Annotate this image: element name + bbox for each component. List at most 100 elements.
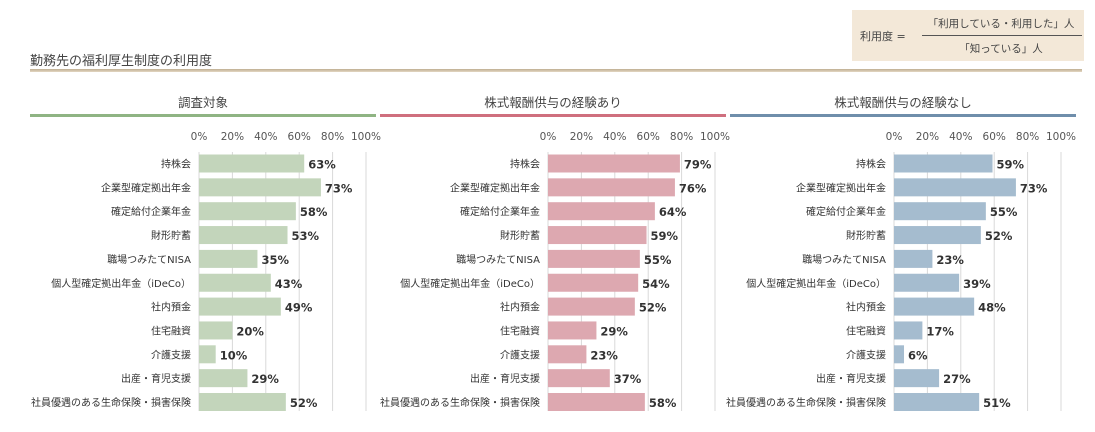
bar [199,345,216,364]
x-tick-label: 100% [351,131,381,143]
x-tick-label: 100% [700,131,730,143]
bar [548,178,675,197]
x-tick-label: 20% [221,131,244,143]
bar [548,321,597,340]
data-label: 53% [292,229,320,243]
category-label: 介護支援 [846,348,886,361]
bar [548,202,655,221]
bar [199,369,248,388]
title-rule [30,69,1082,72]
data-label: 29% [251,372,279,386]
bar [894,178,1016,197]
bar [894,154,993,173]
category-label: 企業型確定拠出年金 [796,181,886,194]
data-label: 54% [642,277,670,291]
category-label: 財形貯蓄 [151,229,191,242]
data-label: 23% [590,348,618,362]
bar [894,202,986,221]
category-label: 介護支援 [151,348,191,361]
category-label: 住宅融資 [846,324,886,337]
bar [894,226,981,245]
data-label: 59% [997,158,1025,172]
data-label: 52% [985,229,1013,243]
bar [548,345,587,364]
panel-title-rule [730,114,1076,117]
category-label: 社員優遇のある生命保険・損害保険 [380,396,540,409]
panel-title: 調査対象 [178,95,228,110]
category-label: 企業型確定拠出年金 [450,181,540,194]
data-label: 23% [936,253,964,267]
data-label: 10% [220,348,248,362]
bar [548,393,645,411]
data-label: 43% [275,277,303,291]
bar [199,154,305,173]
panel-title-rule [380,114,726,117]
x-tick-label: 60% [288,131,311,143]
bar [894,297,975,316]
data-label: 58% [300,205,328,219]
x-tick-label: 20% [916,131,939,143]
category-label: 社内預金 [846,301,886,314]
bar [894,321,923,340]
data-label: 51% [983,396,1011,410]
data-label: 27% [943,372,971,386]
bar [548,369,610,388]
bar [199,393,286,411]
category-label: 持株会 [856,158,886,171]
page-title: 勤務先の福利厚生制度の利用度 [30,54,213,69]
data-label: 39% [963,277,991,291]
data-label: 48% [978,301,1006,315]
category-label: 住宅融資 [151,324,191,337]
bar [199,297,281,316]
category-label: 確定給付企業年金 [806,205,886,218]
bar [199,321,233,340]
category-label: 社員優遇のある生命保険・損害保険 [726,396,886,409]
x-tick-label: 80% [1016,131,1039,143]
category-label: 職場つみたてNISA [107,253,191,266]
formula-lhs: 利用度 = [860,30,906,43]
x-tick-label: 80% [321,131,344,143]
panel-title: 株式報酬供与の経験あり [484,95,622,110]
x-tick-label: 0% [540,131,557,143]
category-label: 介護支援 [500,348,540,361]
data-label: 37% [614,372,642,386]
data-label: 49% [285,301,313,315]
bar [894,369,940,388]
bar [894,249,933,268]
bar [894,273,960,292]
category-label: 確定給付企業年金 [460,205,540,218]
bar [894,345,905,364]
x-tick-label: 80% [670,131,693,143]
x-tick-label: 60% [983,131,1006,143]
bar [548,273,639,292]
bar [548,249,640,268]
x-tick-label: 40% [254,131,277,143]
data-label: 58% [649,396,677,410]
formula-fraction-line [922,35,1082,36]
category-label: 個人型確定拠出年金（iDeCo） [746,277,886,290]
data-label: 76% [679,181,707,195]
x-tick-label: 40% [603,131,626,143]
category-label: 出産・育児支援 [816,372,886,385]
bar [199,226,288,245]
data-label: 63% [308,158,336,172]
category-label: 社内預金 [500,301,540,314]
bar [199,202,296,221]
data-label: 55% [644,253,672,267]
bar [894,393,980,411]
category-label: 出産・育児支援 [470,372,540,385]
data-label: 6% [908,348,928,362]
formula-numerator: 「利用している・利用した」人 [927,18,1075,30]
category-label: 個人型確定拠出年金（iDeCo） [51,277,191,290]
bar [548,226,647,245]
x-tick-label: 60% [637,131,660,143]
category-label: 社員優遇のある生命保険・損害保険 [31,396,191,409]
x-tick-label: 100% [1046,131,1076,143]
formula-denominator: 「知っている」人 [959,43,1043,55]
data-label: 35% [261,253,289,267]
panel-title: 株式報酬供与の経験なし [834,95,972,110]
x-tick-label: 20% [570,131,593,143]
data-label: 55% [990,205,1018,219]
data-label: 29% [600,324,628,338]
